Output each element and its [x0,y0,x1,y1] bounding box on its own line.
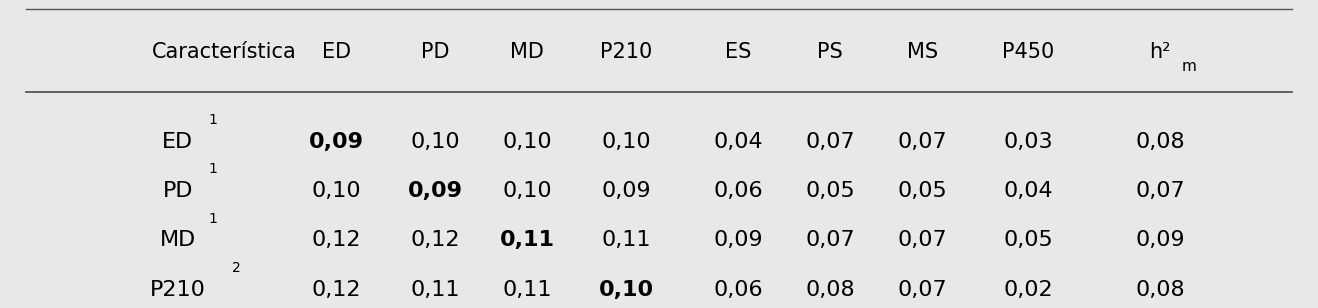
Text: 0,09: 0,09 [407,181,463,201]
Text: 0,10: 0,10 [502,132,552,152]
Text: MD: MD [159,230,196,250]
Text: 0,10: 0,10 [598,280,654,299]
Text: 2: 2 [232,261,241,275]
Text: 0,04: 0,04 [713,132,763,152]
Text: 0,05: 0,05 [898,181,948,201]
Text: PD: PD [162,181,194,201]
Text: P210: P210 [600,43,652,62]
Text: P210: P210 [150,280,206,299]
Text: 0,07: 0,07 [898,230,948,250]
Text: 0,12: 0,12 [311,280,361,299]
Text: 0,06: 0,06 [713,280,763,299]
Text: ES: ES [725,43,751,62]
Text: 0,07: 0,07 [805,230,855,250]
Text: 0,08: 0,08 [1135,132,1185,152]
Text: 0,05: 0,05 [805,181,855,201]
Text: 0,05: 0,05 [1003,230,1053,250]
Text: 0,12: 0,12 [410,230,460,250]
Text: 0,10: 0,10 [601,132,651,152]
Text: P450: P450 [1002,43,1054,62]
Text: 0,08: 0,08 [1135,280,1185,299]
Text: PS: PS [817,43,844,62]
Text: 0,06: 0,06 [713,181,763,201]
Text: h²: h² [1149,43,1170,62]
Text: 0,09: 0,09 [308,132,364,152]
Text: 1: 1 [208,162,217,176]
Text: MS: MS [907,43,938,62]
Text: MD: MD [510,43,544,62]
Text: 0,09: 0,09 [601,181,651,201]
Text: 1: 1 [208,113,217,127]
Text: 0,11: 0,11 [502,280,552,299]
Text: m: m [1181,59,1197,74]
Text: 0,11: 0,11 [601,230,651,250]
Text: 0,10: 0,10 [502,181,552,201]
Text: ED: ED [322,43,351,62]
Text: 0,04: 0,04 [1003,181,1053,201]
Text: 0,10: 0,10 [311,181,361,201]
Text: 0,12: 0,12 [311,230,361,250]
Text: PD: PD [420,43,449,62]
Text: 0,07: 0,07 [805,132,855,152]
Text: 0,02: 0,02 [1003,280,1053,299]
Text: 0,11: 0,11 [410,280,460,299]
Text: Característica: Característica [152,43,297,62]
Text: 0,03: 0,03 [1003,132,1053,152]
Text: 0,09: 0,09 [1135,230,1185,250]
Text: 0,07: 0,07 [898,280,948,299]
Text: 0,07: 0,07 [1135,181,1185,201]
Text: 0,10: 0,10 [410,132,460,152]
Text: 0,07: 0,07 [898,132,948,152]
Text: ED: ED [162,132,194,152]
Text: 0,09: 0,09 [713,230,763,250]
Text: 1: 1 [208,212,217,226]
Text: 0,08: 0,08 [805,280,855,299]
Text: 0,11: 0,11 [500,230,555,250]
